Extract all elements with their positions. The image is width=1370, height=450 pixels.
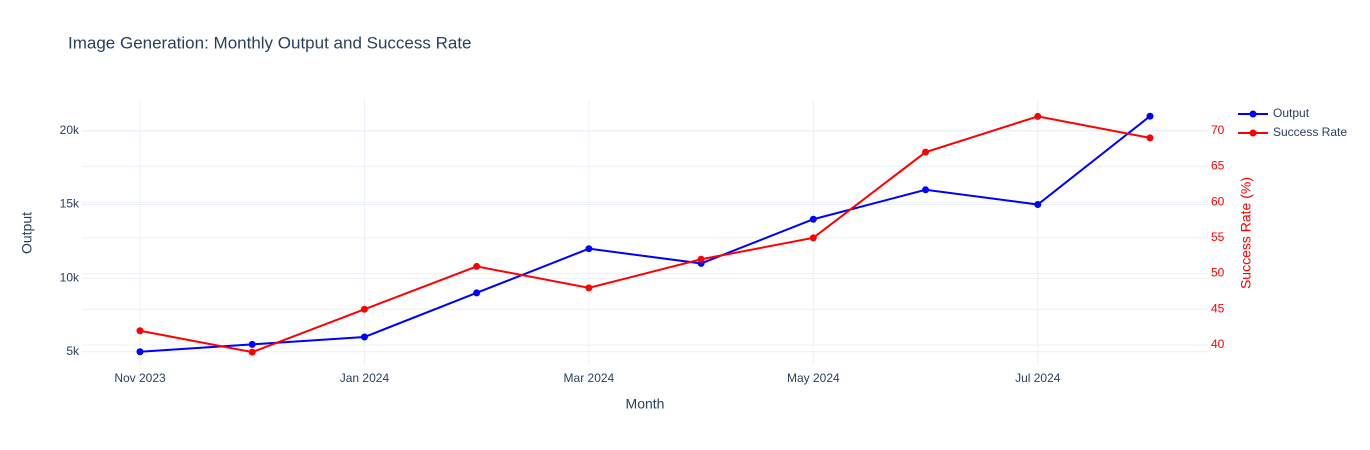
point [360,333,368,341]
point [1146,112,1154,120]
y2-tick-label: 50 [1211,266,1225,280]
legend-marker [1249,129,1257,137]
series-line [139,115,1151,354]
point [922,186,930,194]
y-tick-label: 15k [60,197,80,211]
point [360,305,368,313]
y2-tick-label: 40 [1211,337,1225,351]
point [922,148,930,156]
y2-tick-label: 55 [1211,230,1225,244]
y2-tick-label: 70 [1211,123,1225,137]
point [248,348,256,356]
point [809,234,817,242]
point [248,340,256,348]
y2-tick-label: 60 [1211,194,1225,208]
point [136,348,144,356]
y-tick-label: 10k [60,270,80,284]
y-axis-label: Output [19,212,35,254]
legend-label: Success Rate [1273,125,1347,139]
x-tick-label: Jul 2024 [1015,371,1061,385]
y2-tick-label: 65 [1211,159,1225,173]
point [1034,112,1042,120]
x-tick-label: May 2024 [787,371,840,385]
y-tick-label: 20k [60,123,80,137]
point [585,284,593,292]
y-tick-label: 5k [66,344,80,358]
point [1146,134,1154,142]
legend-label: Output [1273,106,1310,120]
x-tick-label: Mar 2024 [564,371,615,385]
point [585,245,593,253]
point [809,215,817,223]
point [697,255,705,263]
legend-marker [1249,110,1257,118]
chart-title: Image Generation: Monthly Output and Suc… [68,33,472,52]
point [473,289,481,297]
point [473,262,481,270]
x-tick-label: Nov 2023 [114,371,166,385]
x-tick-label: Jan 2024 [340,371,390,385]
y2-tick-label: 45 [1211,301,1225,315]
x-axis-label: Month [626,396,665,412]
series-line [139,115,1151,353]
point [1034,201,1042,209]
point [136,327,144,335]
y2-axis-label: Success Rate (%) [1238,177,1254,289]
